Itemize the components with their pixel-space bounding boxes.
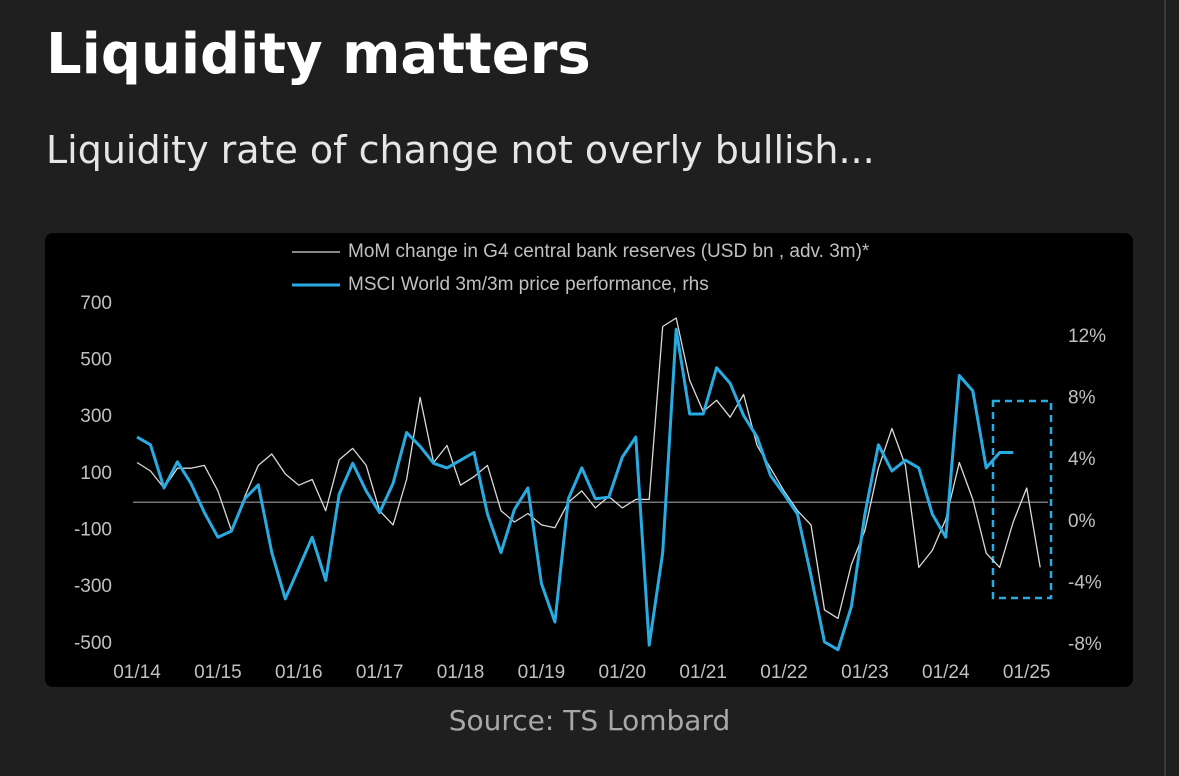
x-tick-label: 01/14: [113, 662, 161, 683]
x-tick-label: 01/19: [518, 662, 566, 683]
y-tick-label: -300: [74, 576, 112, 597]
legend-label: MoM change in G4 central bank reserves (…: [348, 241, 870, 262]
y-tick-label: 500: [80, 350, 112, 371]
legend-label: MSCI World 3m/3m price performance, rhs: [348, 274, 709, 295]
x-tick-label: 01/21: [679, 662, 727, 683]
y-tick-label: 100: [80, 463, 112, 484]
x-tick-label: 01/25: [1003, 662, 1051, 683]
x-tick-label: 01/20: [599, 662, 647, 683]
x-tick-label: 01/15: [194, 662, 242, 683]
series-line: [136, 327, 1014, 652]
x-tick-label: 01/17: [356, 662, 404, 683]
title: Liquidity matters: [46, 22, 591, 87]
edge: [1164, 0, 1166, 776]
chart: 700 500 300 100 -100 -300 -500 12% 8% 4% 0% -4% -8% 0…: [45, 233, 1133, 687]
y2-tick-label: 12%: [1068, 326, 1106, 347]
x-tick-label: 01/24: [922, 662, 970, 683]
y-tick-label: 300: [80, 406, 112, 427]
y2-tick-label: -4%: [1068, 572, 1102, 593]
y-tick-label: -100: [74, 520, 112, 541]
chart-panel: [45, 233, 1133, 687]
x-tick-label: 01/16: [275, 662, 323, 683]
y2-tick-label: 0%: [1068, 511, 1096, 532]
y-tick-label: 700: [80, 293, 112, 314]
y2-tick-label: -8%: [1068, 634, 1102, 655]
x-tick-label: 01/23: [841, 662, 889, 683]
x-tick-label: 01/22: [760, 662, 808, 683]
y2-tick-label: 4%: [1068, 449, 1096, 470]
series-line: [136, 317, 1041, 620]
highlight-box: [991, 399, 1053, 600]
y2-tick-label: 8%: [1068, 388, 1096, 409]
source: Source: TS Lombard: [448, 704, 731, 737]
y-tick-label: -500: [74, 633, 112, 654]
subtitle: Liquidity rate of change not overly bull…: [46, 128, 875, 172]
x-tick-label: 01/18: [437, 662, 485, 683]
